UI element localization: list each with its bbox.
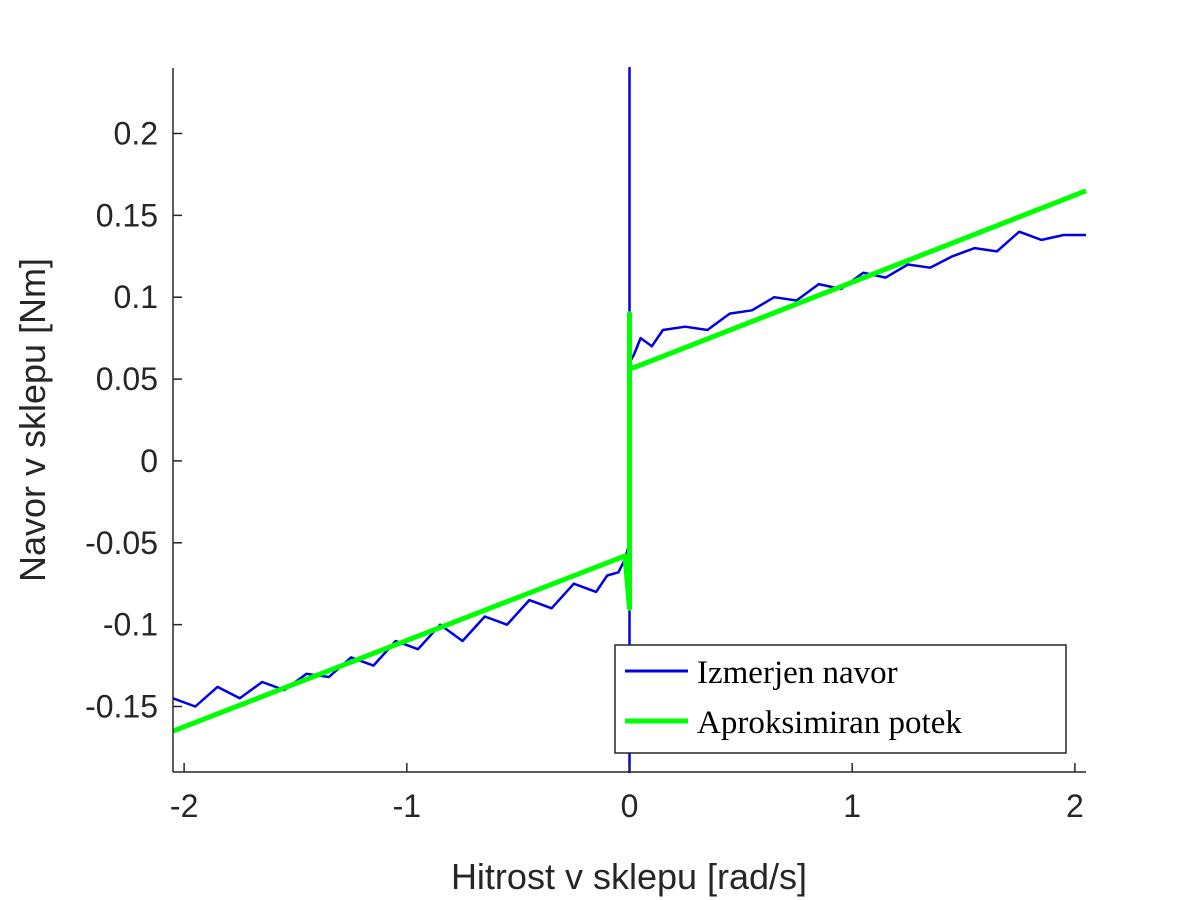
y-axis-label: Navor v sklepu [Nm] [12,258,53,582]
legend-label-approx: Aproksimiran potek [697,705,962,741]
legend-box [614,644,1067,754]
x-axis-label: Hitrost v sklepu [rad/s] [451,856,807,897]
y-tick-label: 0 [140,443,158,479]
x-tick-label: -1 [393,788,421,824]
legend-label-measured: Izmerjen navor [697,655,898,691]
y-tick-label: -0.1 [103,607,158,643]
x-axis-ticks: -2 -1 0 1 2 [170,763,1084,824]
y-tick-label: 0.1 [114,279,158,315]
x-tick-label: -2 [170,788,198,824]
x-tick-label: 0 [621,788,639,824]
y-tick-label: 0.15 [96,197,158,233]
y-tick-label: -0.15 [85,689,158,725]
y-tick-label: 0.05 [96,361,158,397]
y-tick-label: 0.2 [114,115,158,151]
y-tick-label: -0.05 [85,525,158,561]
legend: Izmerjen navor Aproksimiran potek [614,644,1067,754]
series-line-approx [172,188,1087,734]
y-axis-ticks: -0.15 -0.1 -0.05 0 0.05 0.1 0.15 0.2 [85,115,182,725]
x-tick-label: 2 [1066,788,1084,824]
x-tick-label: 1 [843,788,861,824]
